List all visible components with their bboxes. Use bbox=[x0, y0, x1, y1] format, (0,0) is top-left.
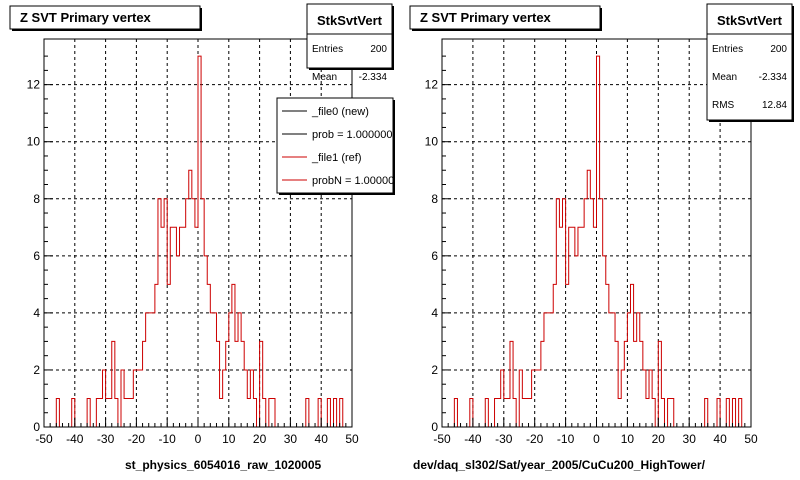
panel-1-y-tick-label: 12 bbox=[27, 78, 41, 92]
panel-1-y-tick-label: 0 bbox=[33, 420, 40, 434]
panel-2-x-tick-label: -20 bbox=[526, 432, 544, 446]
legend-entry-label: _file0 (new) bbox=[311, 106, 369, 118]
panel-2-x-label: dev/daq_sl302/Sat/year_2005/CuCu200_High… bbox=[413, 458, 705, 472]
panel-1-stats-value: 200 bbox=[370, 44, 387, 55]
panel-2-y-tick-label: 4 bbox=[431, 306, 438, 320]
panel-2-title-box bbox=[409, 5, 601, 30]
panel-2-x-tick-label: 40 bbox=[713, 432, 727, 446]
panel-2-histogram-series-1 bbox=[442, 55, 751, 428]
legend-entry-label: prob = 1.000000 bbox=[312, 129, 392, 141]
panel-1-x-label: st_physics_6054016_raw_1020005 bbox=[125, 458, 322, 472]
panel-2-stats-label: RMS bbox=[712, 100, 735, 111]
panel-2-stats-box bbox=[706, 3, 793, 121]
panel-2-y-tick-label: 8 bbox=[431, 192, 438, 206]
panel-2-stats-value: 200 bbox=[770, 44, 787, 55]
panel-2-stats-value: -2.334 bbox=[759, 72, 788, 83]
panel-1-x-tick-label: 50 bbox=[345, 432, 359, 446]
panel-1-legend-box bbox=[276, 97, 394, 194]
panel-1-x-tick-label: 0 bbox=[195, 432, 202, 446]
panel-2-x-tick-label: -40 bbox=[464, 432, 482, 446]
panel-1-x-tick-label: -30 bbox=[97, 432, 115, 446]
panel-1-x-tick-label: 20 bbox=[253, 432, 267, 446]
panel-2-x-tick-label: 30 bbox=[683, 432, 697, 446]
panel-1-stats-value: -2.334 bbox=[359, 72, 388, 83]
panel-2-stats-label: Entries bbox=[712, 44, 743, 55]
panel-1-x-tick-label: -40 bbox=[66, 432, 84, 446]
panel-1-x-tick-label: 10 bbox=[222, 432, 236, 446]
panel-1-y-tick-label: 10 bbox=[27, 135, 41, 149]
panel-1-legend-entries: _file0 (new) prob = 1.000000 _file1 (ref) p… bbox=[282, 106, 400, 187]
panel-2-x-tick-label: 10 bbox=[621, 432, 635, 446]
panel-2-y-tick-label: 0 bbox=[431, 420, 438, 434]
panel-1-stats-label: Mean bbox=[312, 72, 337, 83]
panel-1-x-tick-label: -20 bbox=[128, 432, 146, 446]
panel-2-x-tick-label: -50 bbox=[433, 432, 451, 446]
panel-1-x-tick-label: 30 bbox=[284, 432, 298, 446]
panel-2-y-tick-label: 10 bbox=[425, 135, 439, 149]
panel-2-x-tick-label: -10 bbox=[557, 432, 575, 446]
panel-1-y-tick-label: 6 bbox=[33, 249, 40, 263]
panel-2-x-tick-label: -30 bbox=[495, 432, 513, 446]
panel-2-title: Z SVT Primary vertex bbox=[420, 10, 552, 25]
panel-1-y-tick-label: 8 bbox=[33, 192, 40, 206]
panel-1-stats-box bbox=[306, 3, 393, 69]
legend-entry-label: _file1 (ref) bbox=[311, 152, 362, 164]
panel-1-x-tick-label: -50 bbox=[35, 432, 53, 446]
panel-2-y-tick-label: 12 bbox=[425, 78, 439, 92]
panel-2-y-tick-label: 6 bbox=[431, 249, 438, 263]
panel-1-stats-label: Entries bbox=[312, 44, 343, 55]
panel-1-histogram-series-1 bbox=[44, 55, 352, 428]
panel-2-y-tick-label: 2 bbox=[431, 363, 438, 377]
panel-1-x-tick-label: -10 bbox=[159, 432, 177, 446]
panel-1-stats-name: StkSvtVert bbox=[317, 13, 383, 28]
panel-2-stats-label: Mean bbox=[712, 72, 737, 83]
panel-1-y-tick-label: 4 bbox=[33, 306, 40, 320]
panel-2-stats-name: StkSvtVert bbox=[717, 13, 783, 28]
panel-2-x-tick-label: 20 bbox=[652, 432, 666, 446]
panel-1-title-box bbox=[9, 5, 201, 30]
panel-1-title: Z SVT Primary vertex bbox=[20, 10, 152, 25]
panel-2-stats-value: 12.84 bbox=[762, 100, 787, 111]
panel-1-x-tick-label: 40 bbox=[315, 432, 329, 446]
panel-2-x-tick-label: 50 bbox=[744, 432, 758, 446]
legend-entry-label: probN = 1.000000 bbox=[312, 175, 400, 187]
panel-2-x-tick-label: 0 bbox=[593, 432, 600, 446]
panel-1-y-tick-label: 2 bbox=[33, 363, 40, 377]
